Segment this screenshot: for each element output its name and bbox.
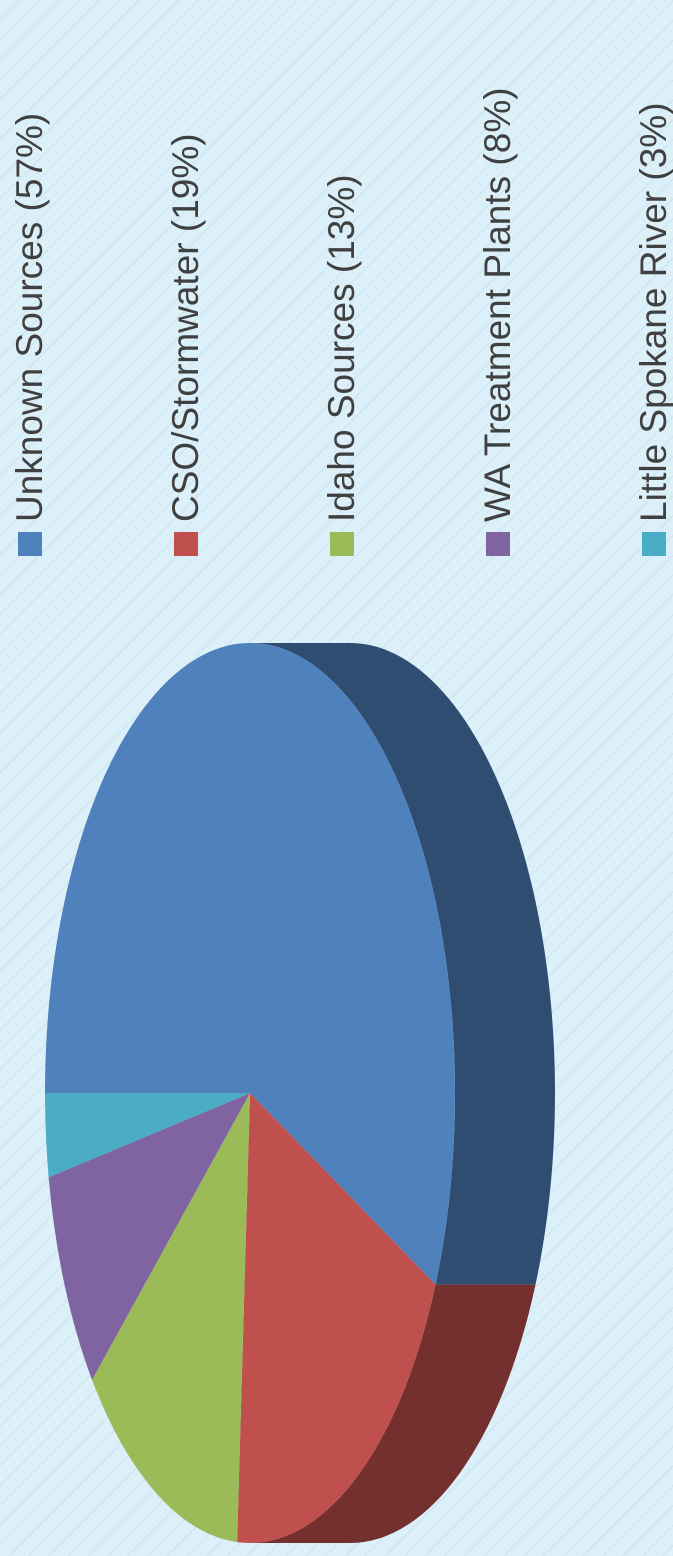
legend-swatch xyxy=(486,532,510,556)
slice-side xyxy=(250,643,555,1285)
legend-swatch xyxy=(18,532,42,556)
slice xyxy=(45,643,455,1285)
legend-label: WA Treatment Plants (8%) xyxy=(477,87,518,522)
slice xyxy=(237,1093,436,1543)
slice-side xyxy=(250,1284,536,1543)
legend-label: Idaho Sources (13%) xyxy=(321,174,362,522)
legend-label: CSO/Stormwater (19%) xyxy=(165,133,206,522)
slice xyxy=(92,1093,250,1543)
plot: Unknown Sources (57%) CSO/Stormwater (19%… xyxy=(9,87,673,1543)
slice xyxy=(48,1093,250,1380)
legend-swatch xyxy=(642,532,666,556)
legend-swatch xyxy=(174,532,198,556)
slice xyxy=(45,1093,250,1178)
legend-swatch xyxy=(330,532,354,556)
legend-label: Unknown Sources (57%) xyxy=(9,113,50,522)
legend-label: Little Spokane River (3%) xyxy=(633,102,673,522)
